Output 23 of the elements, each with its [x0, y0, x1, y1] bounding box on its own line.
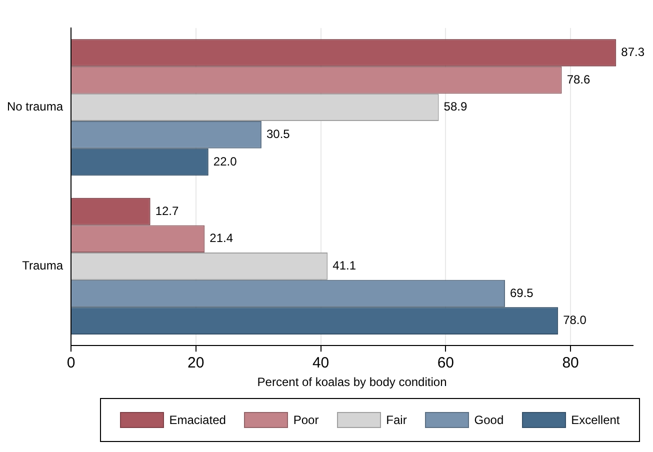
data-label: 78.0 — [563, 313, 587, 328]
x-tick-label: 80 — [562, 354, 579, 372]
x-tick-label: 0 — [66, 354, 76, 372]
x-tick-label: 60 — [437, 354, 454, 372]
data-label: 12.7 — [155, 204, 180, 218]
x-tick-label: 20 — [188, 354, 204, 372]
legend-label: Good — [474, 413, 504, 427]
legend-label: Excellent — [571, 413, 620, 427]
y-tick-label: Trauma — [22, 258, 64, 273]
data-label: 69.5 — [510, 286, 534, 300]
data-label: 78.6 — [566, 72, 590, 86]
data-label: 30.5 — [266, 127, 290, 142]
x-axis-title: Percent of koalas by body condition — [257, 375, 447, 390]
data-label: 22.0 — [213, 154, 238, 168]
x-tick-label: 40 — [312, 354, 330, 372]
legend-label: Emaciated — [169, 413, 226, 427]
data-label: 41.1 — [332, 258, 356, 273]
y-tick-label: No trauma — [6, 100, 64, 114]
data-label: 21.4 — [210, 231, 234, 246]
data-label: 58.9 — [444, 100, 468, 114]
data-label: 87.3 — [621, 45, 645, 60]
legend-label: Poor — [293, 413, 319, 427]
legend-label: Fair — [386, 413, 407, 427]
